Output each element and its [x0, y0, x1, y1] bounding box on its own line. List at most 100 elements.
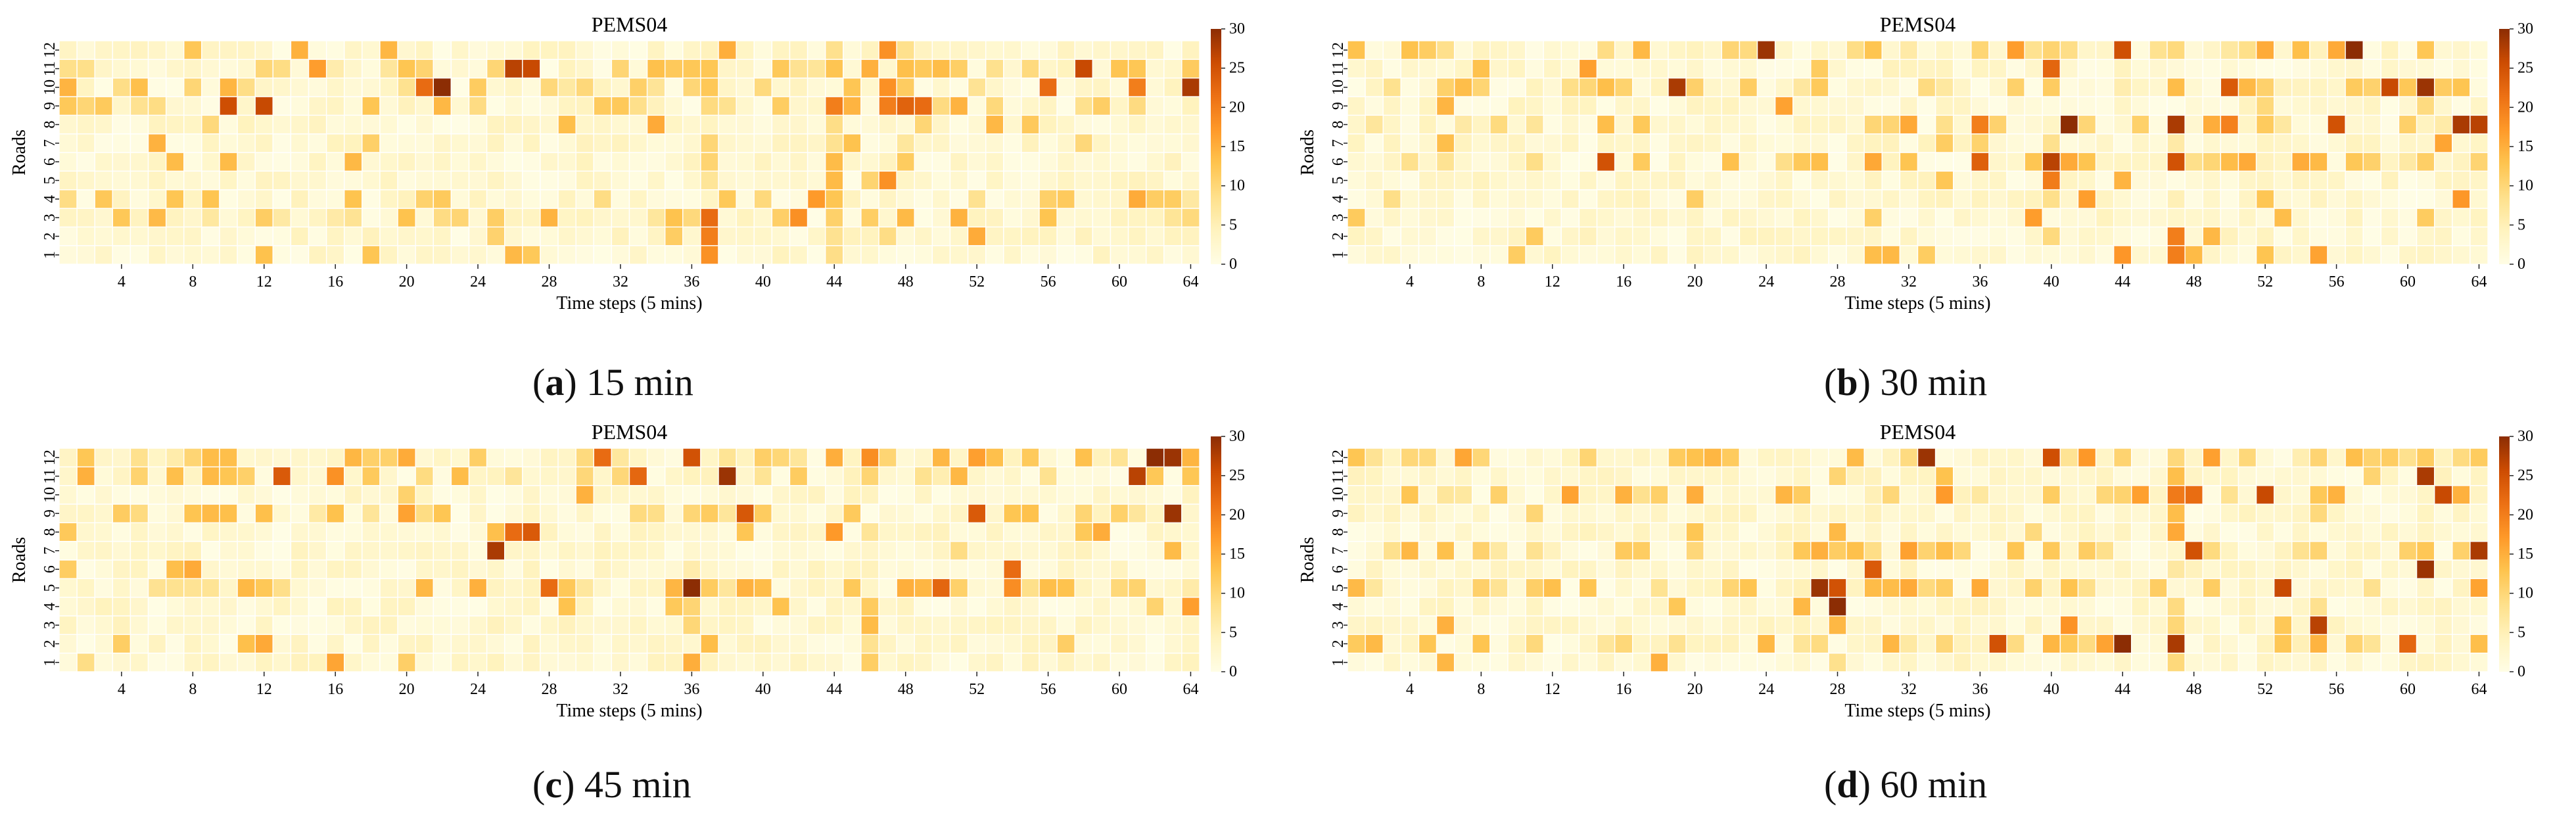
heatmap-cell — [843, 634, 862, 654]
heatmap-cell — [1846, 615, 1865, 636]
heatmap-cell — [860, 77, 879, 97]
heatmap-cell — [1056, 114, 1075, 135]
heatmap-cell — [1739, 152, 1758, 172]
heatmap-cell — [2059, 559, 2079, 580]
heatmap-cell — [1934, 466, 1954, 486]
heatmap-cell — [2362, 77, 2382, 97]
heatmap-cell — [1400, 484, 1420, 505]
heatmap-cell — [557, 522, 576, 542]
heatmap-cell — [290, 244, 310, 265]
heatmap-cell — [1846, 484, 1865, 505]
heatmap-cell — [1453, 77, 1473, 97]
heatmap-cell — [718, 77, 737, 97]
heatmap-cell — [2380, 77, 2400, 97]
heatmap-cell — [2416, 448, 2435, 468]
x-tick-label: 36 — [684, 681, 699, 698]
heatmap-cell — [94, 189, 114, 209]
heatmap-cell — [1596, 226, 1616, 246]
heatmap-cell — [415, 170, 434, 191]
heatmap-cell — [878, 114, 897, 135]
y-tick-label: 9 — [41, 102, 59, 110]
heatmap-cell — [1650, 58, 1669, 79]
heatmap-cell — [1489, 578, 1509, 598]
heatmap-cell — [611, 540, 630, 561]
heatmap-cell — [1685, 578, 1704, 598]
heatmap-cell — [1163, 466, 1183, 486]
heatmap-cell — [1021, 559, 1040, 580]
heatmap-cell — [2059, 133, 2079, 153]
heatmap-cell — [789, 244, 808, 265]
heatmap-cell — [1400, 448, 1420, 468]
heatmap-cell — [2237, 40, 2257, 60]
heatmap-cell — [2131, 596, 2150, 617]
heatmap-cell — [1181, 615, 1200, 636]
caption-letter: a — [545, 361, 565, 404]
heatmap-cell — [94, 596, 114, 617]
x-tick-label: 40 — [755, 273, 771, 291]
x-tick-label: 64 — [2471, 681, 2487, 698]
heatmap-cell — [1507, 133, 1526, 153]
heatmap-cell — [967, 133, 987, 153]
heatmap-cell — [2202, 596, 2222, 617]
y-tick-label: 10 — [41, 487, 59, 503]
heatmap-cell — [1039, 244, 1058, 265]
heatmap-cell — [2042, 540, 2061, 561]
heatmap-cell — [2273, 484, 2293, 505]
heatmap-cell — [736, 244, 755, 265]
heatmap-cell — [682, 244, 701, 265]
heatmap-cell — [557, 244, 576, 265]
heatmap-cell — [2113, 484, 2132, 505]
heatmap-cell — [2184, 244, 2203, 265]
heatmap-cell — [112, 540, 131, 561]
heatmap-cell — [504, 170, 523, 191]
heatmap-cell — [914, 448, 933, 468]
heatmap-cell — [2416, 634, 2435, 654]
heatmap-cell — [325, 652, 345, 672]
heatmap-cell — [2380, 40, 2400, 60]
heatmap-cell — [433, 170, 452, 191]
heatmap-cell — [646, 596, 666, 617]
heatmap-cell — [718, 226, 737, 246]
heatmap-cell — [682, 133, 701, 153]
x-tick-label: 44 — [2115, 681, 2130, 698]
heatmap-cell — [878, 634, 897, 654]
heatmap-cell — [914, 503, 933, 524]
heatmap-cell — [896, 170, 915, 191]
heatmap-cell — [2362, 40, 2382, 60]
heatmap-cell — [2024, 96, 2043, 116]
heatmap-cell — [522, 152, 541, 172]
heatmap-cell — [1971, 596, 1990, 617]
heatmap-cell — [2131, 208, 2150, 228]
heatmap-cell — [59, 226, 78, 246]
heatmap-cell — [1472, 170, 1491, 191]
heatmap-cell — [468, 522, 488, 542]
heatmap-cell — [2202, 652, 2222, 672]
heatmap-cell — [914, 540, 933, 561]
heatmap-cell — [379, 634, 398, 654]
heatmap-cell — [1003, 189, 1022, 209]
y-tick-label: 3 — [41, 214, 59, 221]
heatmap-cell — [1127, 152, 1147, 172]
heatmap-cell — [2433, 652, 2453, 672]
heatmap-cell — [1668, 652, 1687, 672]
heatmap-cell — [1039, 652, 1058, 672]
heatmap-cell — [2131, 40, 2150, 60]
heatmap-cell — [628, 40, 648, 60]
heatmap-cell — [504, 96, 523, 116]
heatmap-cell — [1810, 540, 1829, 561]
heatmap-cell — [1988, 652, 2007, 672]
heatmap-cell — [2113, 559, 2132, 580]
heatmap-cell — [1560, 503, 1580, 524]
x-tick-label: 12 — [1545, 273, 1560, 291]
heatmap-cell — [611, 133, 630, 153]
heatmap-cell — [736, 522, 755, 542]
heatmap-cell — [1525, 503, 1544, 524]
heatmap-cell — [1056, 226, 1075, 246]
heatmap-cell — [1668, 540, 1687, 561]
heatmap-cell — [1021, 58, 1040, 79]
heatmap-cell — [379, 114, 398, 135]
heatmap-cell — [59, 448, 78, 468]
heatmap-cell — [753, 226, 773, 246]
heatmap-cell — [1507, 522, 1526, 542]
colorbar-tick-label: 20 — [2517, 506, 2533, 523]
